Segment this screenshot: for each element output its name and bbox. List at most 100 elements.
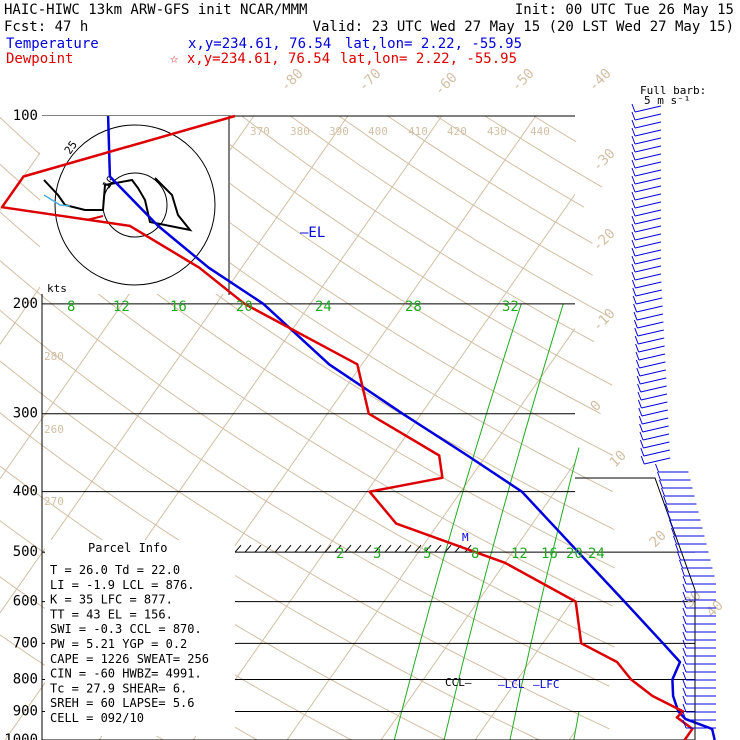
wind-barb [638, 353, 666, 361]
freezing-level-hatch [374, 544, 382, 553]
hodograph-unit-label: kts [47, 282, 67, 295]
parcel-info-row: TT = 43 EL = 156. [50, 607, 173, 621]
freezing-level-hatch [314, 544, 322, 553]
parcel-info-title: Parcel Info [88, 541, 167, 555]
wind-barb-flag [631, 143, 636, 153]
wind-barb [638, 345, 665, 353]
wind-barb-flag [631, 135, 636, 145]
pressure-tick-label: 200 [13, 296, 38, 312]
wind-barb-flag [682, 711, 687, 721]
dewpoint-latlon: lat,lon= 2.22, -55.95 [340, 51, 517, 67]
wind-barb [634, 129, 662, 137]
wind-barb-flag [631, 175, 636, 185]
wind-barb-flag [631, 215, 636, 225]
wind-barb [634, 169, 662, 177]
wind-barb-flag [682, 599, 687, 609]
freezing-level-hatch [324, 544, 332, 553]
wind-barb [634, 177, 662, 185]
wind-barb-flag [631, 263, 636, 273]
wind-barb [634, 209, 662, 217]
pressure-tick-label: 600 [13, 594, 38, 610]
wind-barb [634, 249, 662, 257]
mixing-ratio-label-lower: 3 [373, 546, 381, 562]
pressure-tick-label: 1000 [4, 732, 38, 740]
mixing-ratio-label-upper: 16 [170, 299, 187, 315]
pressure-tick-label: 300 [13, 406, 38, 422]
temperature-line [106, 115, 716, 740]
wind-barb-flag [632, 295, 637, 305]
wind-barb-flag [663, 495, 667, 505]
dry-adiabat-line [0, 259, 615, 648]
wind-barb-flag [682, 647, 687, 657]
freezing-level-hatch [234, 544, 242, 553]
wind-barb [634, 273, 662, 281]
forecast-hour: Fcst: 47 h [4, 19, 88, 35]
theta-label: 400 [368, 125, 388, 138]
wind-barb-flag [631, 231, 636, 241]
wind-barb-flag [682, 615, 687, 625]
wind-barb [635, 281, 662, 289]
wind-barb-flag [639, 431, 644, 441]
wind-barb-flag [640, 455, 645, 465]
dry-adiabat-line [241, 115, 595, 343]
wind-barb [642, 433, 670, 441]
freezing-level-hatch [284, 544, 292, 553]
wind-barb-flag [682, 623, 687, 633]
barb-scale-title: Full barb: [640, 84, 706, 97]
parcel-info-row: Tc = 27.9 SHEAR= 6. [50, 681, 187, 695]
pressure-tick-label: 900 [13, 703, 38, 719]
wind-barb-flag [631, 159, 636, 169]
wind-barb [640, 385, 667, 393]
dry-adiabat-line [192, 115, 613, 386]
dry-adiabat-line [533, 115, 577, 143]
wind-barb-flag [631, 271, 636, 281]
wind-barb-flag [639, 439, 644, 449]
parcel-info-row: CAPE = 1226 SWEAT= 256 [50, 652, 209, 666]
freezing-level-hatch [364, 544, 372, 553]
theta-label: 370 [250, 125, 270, 138]
freezing-level-hatch [344, 544, 352, 553]
wind-barb-flag [682, 679, 687, 689]
theta-label: 280 [44, 350, 64, 363]
freezing-level-hatch [244, 544, 252, 553]
wind-barb-flag [636, 375, 641, 385]
temperature-latlon: lat,lon= 2.22, -55.95 [345, 36, 522, 52]
freezing-level-hatch [434, 544, 442, 553]
temperature-legend: Temperature [6, 36, 99, 52]
wind-barb-flag [633, 319, 638, 329]
wind-barb-flag [682, 695, 687, 705]
wind-barb [639, 369, 666, 377]
freezing-level-hatch [414, 544, 422, 553]
wind-barb [634, 137, 662, 145]
wind-barb-flag [631, 151, 636, 161]
wind-barb-flag [682, 655, 687, 665]
theta-label: 440 [530, 125, 550, 138]
wind-barb [634, 225, 662, 233]
parcel-info-row: T = 26.0 Td = 22.0 [50, 563, 180, 577]
dry-adiabat-line [290, 115, 610, 318]
wind-barb [634, 265, 662, 273]
wind-barb [641, 409, 668, 417]
wind-barb [635, 289, 662, 297]
freezing-level-hatch [444, 544, 452, 553]
wind-barb [638, 337, 665, 345]
wind-barb-flag [661, 487, 665, 497]
dry-adiabat-line [387, 115, 593, 244]
wind-barb-flag [667, 511, 671, 521]
dry-adiabat-line [0, 360, 610, 730]
dry-adiabat-line [0, 412, 540, 740]
hodograph-ring-label-25: 25 [62, 138, 80, 156]
wind-barb-flag [631, 103, 636, 113]
wind-barb [636, 297, 663, 305]
pressure-tick-label: 500 [13, 544, 38, 560]
wind-barb-flag [631, 183, 636, 193]
wind-barb [634, 257, 662, 265]
wind-barb [639, 361, 666, 369]
wind-barb-flag [631, 239, 636, 249]
wind-barb-flag [635, 351, 640, 361]
freezing-level-hatch [254, 544, 262, 553]
wind-barb [643, 449, 670, 457]
wind-barb [634, 233, 662, 241]
dry-adiabat-line [0, 211, 613, 607]
isotherm-line [0, 115, 349, 614]
